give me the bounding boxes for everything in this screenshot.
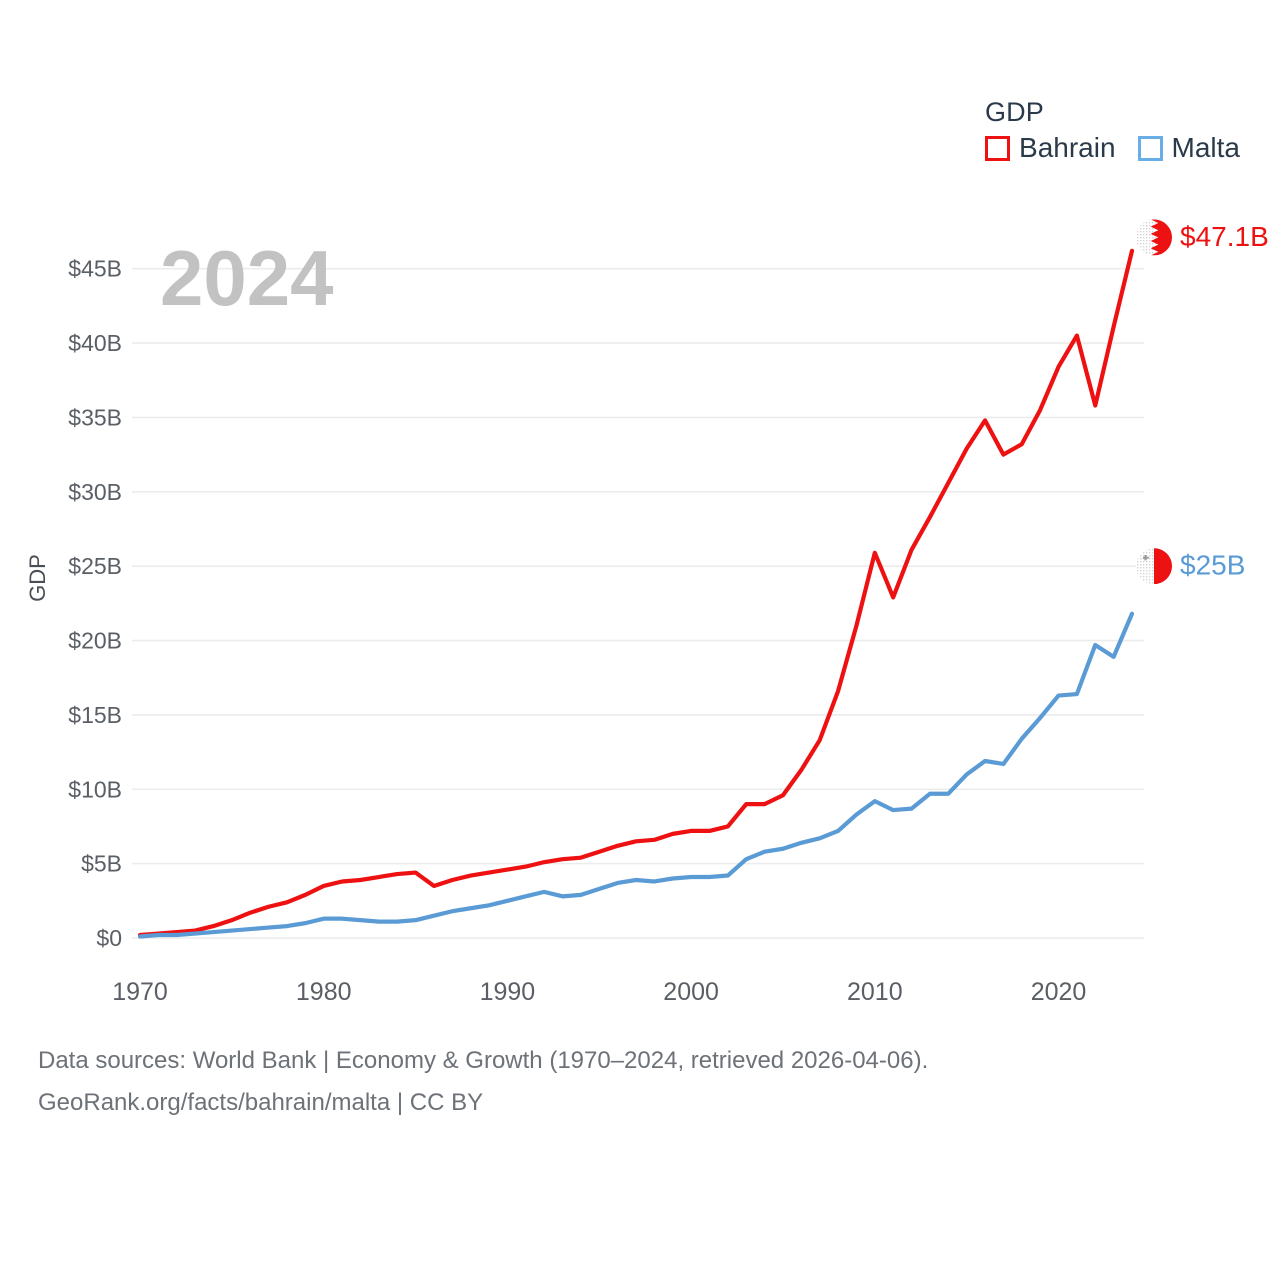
y-tick-label: $20B — [68, 628, 122, 654]
y-tick-label: $25B — [68, 553, 122, 579]
plot-area: 2024 $0 $5B $10B $15B $20B $25B $30B $35B $40B $4… — [25, 219, 1269, 1006]
y-axis-ticks: $0 $5B $10B $15B $20B $25B $30B $35B $40B $45B — [68, 256, 122, 951]
malta-flag-red-field — [1154, 548, 1172, 585]
line-chart: 2024 $0 $5B $10B $15B $20B $25B $30B $35B $40B $4… — [25, 219, 1269, 1006]
y-tick-label: $30B — [68, 479, 122, 505]
x-tick-label: 2000 — [663, 978, 719, 1006]
y-tick-label: $5B — [81, 851, 122, 877]
x-tick-label: 1980 — [296, 978, 352, 1006]
end-label-bahrain: $47.1B — [1180, 221, 1269, 252]
gridlines — [132, 267, 1144, 939]
series-line-bahrain[interactable] — [137, 248, 1135, 938]
y-tick-label: $15B — [68, 702, 122, 728]
legend-title: GDP — [985, 97, 1044, 127]
series-line-malta[interactable] — [137, 611, 1135, 939]
y-tick-label: $10B — [68, 776, 122, 802]
year-watermark: 2024 — [160, 234, 334, 322]
y-tick-label: $40B — [68, 330, 122, 356]
legend-item-bahrain[interactable]: Bahrain — [985, 134, 1116, 162]
y-tick-label: $35B — [68, 404, 122, 430]
legend-item-malta[interactable]: Malta — [1137, 132, 1240, 164]
x-tick-label: 1990 — [480, 978, 536, 1006]
malta-flag-swatch-icon — [1137, 135, 1163, 161]
x-axis-ticks: 1970 1980 1990 2000 2010 2020 — [112, 978, 1086, 1006]
footer: Data sources: World Bank | Economy & Gro… — [38, 1040, 1238, 1124]
x-tick-label: 2020 — [1031, 978, 1087, 1006]
end-label-malta: $25B — [1180, 550, 1245, 581]
y-axis-title: GDP — [25, 554, 50, 602]
legend-item-label: Bahrain — [1019, 132, 1116, 164]
chart-legend: GDP Bahrain Malta — [985, 96, 1240, 162]
end-marker-bahrain[interactable] — [1136, 219, 1172, 256]
bahrain-flag-red-field — [1150, 219, 1172, 256]
y-tick-label: $0 — [96, 925, 122, 951]
legend-item-label: Malta — [1171, 132, 1240, 164]
footer-attribution: GeoRank.org/facts/bahrain/malta | CC BY — [38, 1089, 484, 1116]
bahrain-flag-swatch-icon — [985, 135, 1011, 161]
end-marker-malta[interactable] — [1136, 548, 1172, 585]
malta-cross-icon — [1144, 554, 1147, 561]
x-tick-label: 2010 — [847, 978, 903, 1006]
y-tick-label: $45B — [68, 256, 122, 282]
x-tick-label: 1970 — [112, 978, 168, 1006]
legend-items: Bahrain Malta — [985, 134, 1240, 162]
footer-data-sources: Data sources: World Bank | Economy & Gro… — [38, 1047, 929, 1074]
